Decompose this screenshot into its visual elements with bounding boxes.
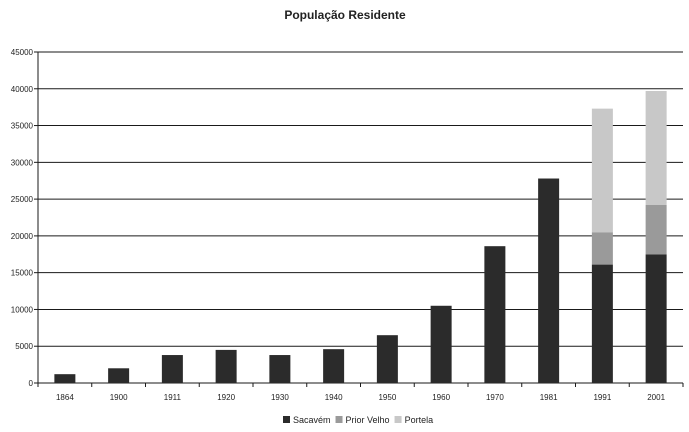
gridlines [38,51,683,384]
bar-sacav-m-1970 [484,246,506,383]
legend: Sacavém Prior Velho Portela [283,415,433,425]
x-tick-label: 1970 [486,393,504,402]
x-tick-label: 1920 [217,393,235,402]
bar-sacav-m-1864 [54,374,76,383]
y-tick-label: 30000 [11,158,34,167]
bar-prior-velho-2001 [645,204,667,255]
bar-sacav-m-1911 [161,355,183,383]
bar-sacav-m-1930 [269,355,291,383]
legend-label: Prior Velho [346,415,390,425]
x-tick-label: 1911 [164,393,182,402]
bar-sacav-m-1981 [538,178,560,383]
legend-swatch [394,416,402,423]
x-tick-label: 2001 [647,393,665,402]
x-axis: 1864 1900 1911 1920 1930 1940 1950 1960 1970 1981… [37,383,684,402]
legend-label: Portela [405,415,434,425]
y-tick-label: 10000 [11,305,34,314]
y-tick-label: 25000 [11,195,34,204]
legend-swatch [335,416,343,423]
legend-swatch [283,416,290,423]
bar-portela-2001 [645,90,667,205]
x-tick-label: 1930 [271,393,289,402]
y-tick-label: 45000 [11,48,34,57]
x-tick-label: 1991 [593,393,611,402]
legend-label: Sacavém [293,415,331,425]
bar-sacav-m-1940 [323,349,345,383]
x-tick-label: 1960 [432,393,450,402]
y-tick-label: 35000 [11,122,34,131]
x-tick-label: 1981 [540,393,558,402]
x-tick-label: 1940 [325,393,343,402]
bar-prior-velho-1991 [591,232,613,265]
bar-sacav-m-2001 [645,254,667,383]
bar-sacav-m-1950 [376,335,398,383]
y-tick-label: 5000 [15,342,33,351]
chart-title: População Residente [284,8,406,22]
bar-sacav-m-1900 [108,368,130,383]
bar-sacav-m-1920 [215,349,237,383]
bars [54,90,667,383]
y-tick-label: 20000 [11,232,34,241]
x-tick-label: 1864 [56,393,74,402]
y-tick-label: 15000 [11,269,34,278]
x-tick-label: 1950 [378,393,396,402]
bar-portela-1991 [591,108,613,233]
x-tick-label: 1900 [110,393,128,402]
y-tick-label: 0 [29,379,34,388]
bar-sacav-m-1960 [430,305,452,383]
bar-sacav-m-1991 [591,264,613,383]
y-tick-label: 40000 [11,85,34,94]
y-axis: 0 5000 10000 15000 20000 25000 30000 35000 40000… [11,48,39,388]
